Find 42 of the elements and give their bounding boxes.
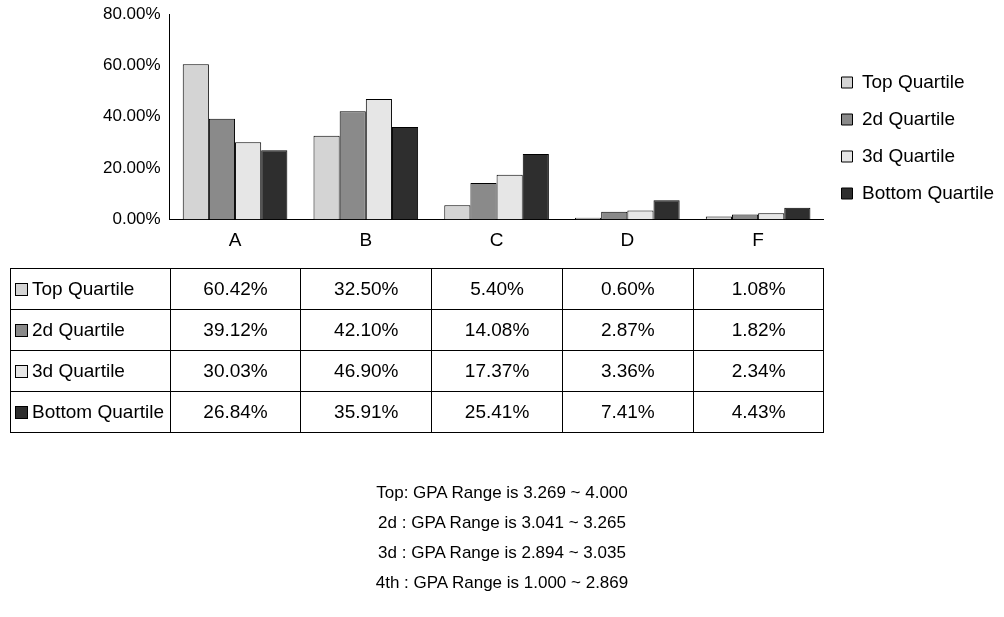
legend-label: Bottom Quartile	[862, 181, 994, 203]
data-label: 60.42%	[170, 268, 301, 310]
legend-label: Top Quartile	[10, 268, 171, 310]
x-tick-label: F	[752, 228, 764, 250]
text: Bottom Quartile	[32, 401, 164, 422]
data-label: 7.41%	[562, 391, 694, 433]
data-label: 35.91%	[300, 391, 432, 433]
legend-label: 2d Quartile	[862, 107, 955, 129]
y-tick-label: 80.00%	[102, 3, 161, 23]
data-label: 39.12%	[170, 309, 301, 351]
y-tick-label: 40.00%	[102, 106, 161, 126]
legend-label: 3d Quartile	[862, 144, 955, 166]
data-label: 1.08%	[693, 268, 824, 310]
text: 3d : GPA Range is 2.894 ~ 3.035	[377, 542, 627, 564]
y-tick-label: 60.00%	[102, 54, 161, 74]
text: 4th : GPA Range is 1.000 ~ 2.869	[374, 572, 630, 594]
data-label: 1.82%	[693, 309, 824, 351]
data-label: 2.87%	[562, 309, 694, 351]
data-label: 0.60%	[562, 268, 694, 310]
data-label: 42.10%	[300, 309, 432, 351]
y-tick-label: 0.00%	[112, 208, 161, 228]
data-label: 14.08%	[431, 309, 563, 351]
data-label: 25.41%	[431, 391, 563, 433]
data-label: 30.03%	[170, 350, 301, 392]
text: 2d Quartile	[32, 319, 125, 340]
x-tick-label: C	[489, 228, 504, 250]
x-tick-label: D	[620, 228, 635, 250]
y-tick-label: 20.00%	[102, 157, 161, 177]
data-label: 4.43%	[693, 391, 824, 433]
data-label: 3.36%	[562, 350, 694, 392]
data-label: 2.34%	[693, 350, 824, 392]
text: Top Quartile	[862, 70, 965, 92]
text: Top: GPA Range is 3.269 ~ 4.000	[375, 482, 629, 504]
data-label: 17.37%	[431, 350, 563, 392]
data-label: 5.40%	[431, 268, 563, 310]
text: 3d Quartile	[32, 360, 125, 381]
data-label: 46.90%	[300, 350, 432, 392]
x-tick-label: B	[359, 228, 373, 250]
data-label: 32.50%	[300, 268, 432, 310]
text: 2d : GPA Range is 3.041 ~ 3.265	[377, 512, 627, 534]
x-tick-label: A	[228, 228, 242, 250]
data-label: 26.84%	[170, 391, 301, 433]
